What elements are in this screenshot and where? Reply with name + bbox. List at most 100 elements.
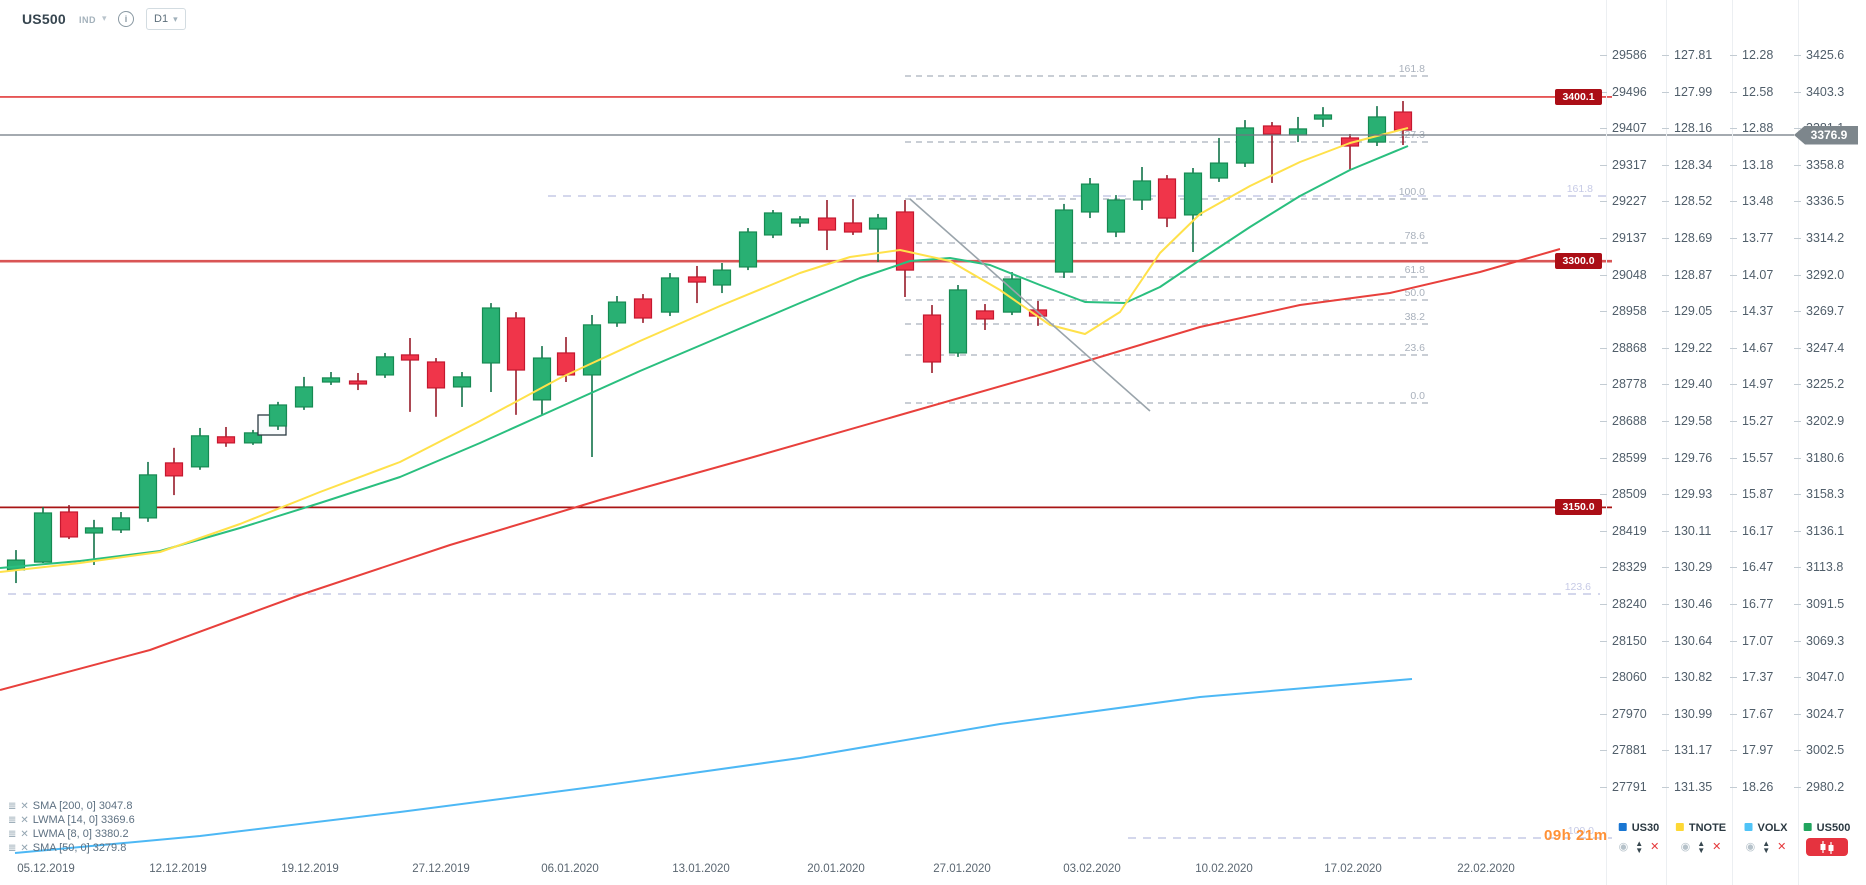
sma50-line [0, 248, 1561, 691]
indicator-settings-icon[interactable]: ≣ [8, 829, 17, 840]
tick-mark [1794, 311, 1801, 313]
price-tick-us500: 3358.8 [1806, 157, 1845, 172]
price-tick-tnote: 130.64 [1674, 633, 1713, 648]
instrument-name: US500 [1816, 822, 1851, 834]
indicator-remove-icon[interactable]: ✕ [20, 843, 29, 854]
candle-body [975, 310, 995, 320]
price-tick-tnote: 128.34 [1674, 157, 1713, 172]
price-tick-volx: 12.58 [1742, 84, 1774, 99]
date-tick: 22.02.2020 [1457, 863, 1515, 875]
info-icon[interactable]: i [118, 11, 134, 27]
footer-instrument-tnote[interactable]: TNOTE [1675, 822, 1727, 834]
candle-body [452, 376, 472, 388]
price-tick-volx: 16.47 [1742, 560, 1774, 575]
footer-instrument-volx[interactable]: VOLX [1744, 822, 1787, 834]
candle-body [481, 307, 501, 364]
scale-separator [1732, 0, 1733, 885]
price-tick-us500: 2980.2 [1806, 780, 1845, 794]
instrument-name: TNOTE [1688, 822, 1727, 834]
price-level-tag[interactable]: 3300.0 [1555, 253, 1602, 270]
price-tick-volx: 16.77 [1742, 597, 1774, 611]
fib-extension-label: 123.6 [1565, 581, 1591, 593]
tick-mark [1600, 347, 1607, 349]
indicator-settings-icon[interactable]: ≣ [8, 843, 17, 854]
candle-body [1288, 128, 1308, 136]
candle-body [1313, 114, 1333, 120]
instrument-color-swatch [1618, 823, 1627, 831]
price-tick-us500: 3202.9 [1806, 414, 1845, 428]
remove-instrument-icon[interactable]: ✕ [1650, 841, 1660, 853]
tick-mark [1794, 384, 1801, 386]
tick-mark [1730, 567, 1737, 569]
price-tick-volx: 17.07 [1742, 633, 1774, 648]
price-tick-tnote: 131.17 [1674, 743, 1713, 758]
tick-mark [1794, 787, 1801, 788]
indicator-settings-icon[interactable]: ≣ [8, 801, 17, 812]
tick-mark [1730, 457, 1737, 459]
scale-separator [1798, 0, 1799, 885]
indicator-remove-icon[interactable]: ✕ [20, 829, 29, 840]
remove-instrument-icon[interactable]: ✕ [1712, 841, 1722, 853]
indicator-settings-icon[interactable]: ≣ [8, 815, 17, 826]
candle-countdown: 09h 21m [1544, 827, 1608, 844]
scale-separator [1666, 0, 1667, 885]
price-level-tag[interactable]: 3150.0 [1555, 499, 1602, 516]
price-tick-us500: 3403.3 [1806, 84, 1845, 99]
visibility-icon[interactable]: ◉ [1680, 841, 1691, 853]
indicator-label: LWMA [8, 0] 3380.2 [32, 828, 129, 840]
tick-mark [1794, 677, 1801, 679]
indicator-remove-icon[interactable]: ✕ [20, 801, 29, 812]
footer-instrument-us30[interactable]: US30 [1618, 822, 1660, 834]
price-tick-us30: 28240 [1612, 597, 1647, 611]
tick-mark [1662, 91, 1669, 93]
visibility-icon[interactable]: ◉ [1745, 841, 1756, 853]
tick-mark [1600, 787, 1607, 788]
visibility-icon[interactable]: ◉ [1618, 841, 1629, 853]
candle-body [532, 357, 552, 401]
price-tick-us500: 3269.7 [1806, 304, 1845, 319]
price-tick-us500: 3225.2 [1806, 377, 1845, 392]
price-tick-us30: 29227 [1612, 194, 1647, 209]
indicator-row: ≣ ✕ LWMA [14, 0] 3369.6 [8, 813, 135, 827]
price-tick-volx: 15.57 [1742, 450, 1774, 465]
chevron-down-icon[interactable]: ▾ [102, 13, 107, 23]
price-level-tag[interactable]: 3400.1 [1555, 88, 1602, 105]
sort-arrows-icon[interactable]: ▲ ▼ [1635, 839, 1644, 856]
tick-mark [1730, 311, 1737, 313]
instrument-type-label[interactable]: IND [79, 15, 96, 25]
sort-arrows-icon[interactable]: ▲ ▼ [1762, 839, 1771, 856]
timeframe-selector[interactable]: D1 ▾ [146, 8, 186, 30]
instrument-name: US30 [1631, 822, 1660, 834]
date-tick: 13.01.2020 [672, 863, 730, 875]
chart-type-button[interactable] [1806, 838, 1848, 856]
tick-mark [1662, 274, 1669, 276]
price-tick-tnote: 128.52 [1674, 194, 1713, 209]
candle-body [817, 217, 837, 231]
tick-mark [1662, 750, 1669, 752]
remove-instrument-icon[interactable]: ✕ [1777, 841, 1787, 853]
tick-mark [1794, 201, 1801, 203]
price-tick-us30: 29496 [1612, 84, 1647, 99]
price-tick-us30: 28419 [1612, 523, 1647, 538]
footer-instrument-us500[interactable]: US500 [1803, 822, 1851, 834]
sort-arrows-icon[interactable]: ▲ ▼ [1697, 839, 1706, 856]
timeframe-value: D1 [154, 13, 169, 25]
tick-mark [1600, 567, 1607, 569]
indicator-label: LWMA [14, 0] 3369.6 [32, 814, 135, 826]
candle-body [607, 301, 627, 324]
tick-mark [1794, 750, 1801, 752]
price-tick-us30: 29137 [1612, 231, 1647, 245]
tick-mark [1662, 567, 1669, 569]
date-tick: 17.02.2020 [1324, 863, 1382, 875]
price-tick-us500: 3425.6 [1806, 48, 1845, 62]
price-tick-us500: 3336.5 [1806, 194, 1845, 209]
price-tick-tnote: 128.87 [1674, 267, 1713, 282]
indicator-remove-icon[interactable]: ✕ [20, 815, 29, 826]
candle-body [426, 361, 446, 389]
candle-body [375, 356, 395, 376]
candle-body [348, 380, 368, 385]
candle-body [738, 231, 758, 268]
tick-mark [1730, 604, 1737, 605]
candle-body [948, 289, 968, 354]
